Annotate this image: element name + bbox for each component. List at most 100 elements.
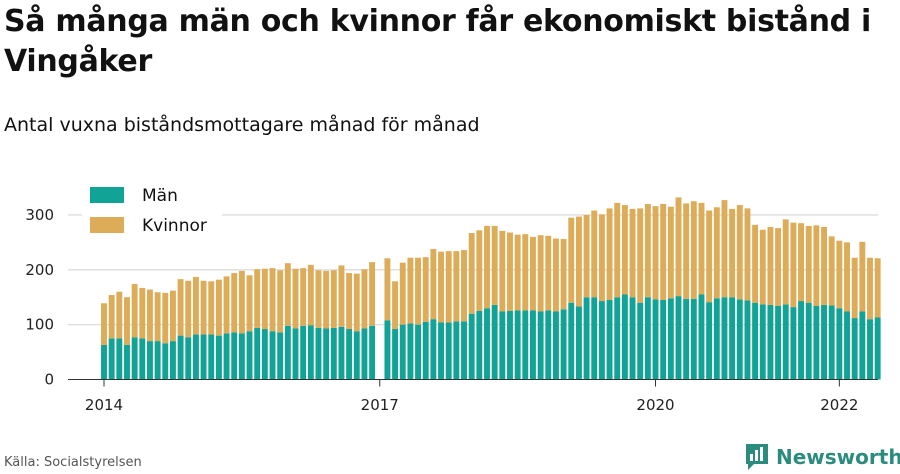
bar-woman <box>468 233 475 314</box>
bar-woman <box>514 234 521 311</box>
bar-woman <box>399 262 406 325</box>
bar-woman <box>606 208 613 300</box>
bar-woman <box>461 250 467 322</box>
bar-woman <box>767 227 774 305</box>
bar-woman <box>422 257 429 322</box>
bar-man <box>208 334 215 380</box>
bar-man <box>445 322 452 380</box>
bar-man <box>238 333 245 380</box>
bar-man <box>215 335 222 380</box>
bar-man <box>384 320 391 380</box>
bar-man <box>813 305 820 380</box>
bar-man <box>254 327 261 380</box>
bar-man <box>438 322 444 380</box>
bar-woman <box>323 270 330 329</box>
bar-man <box>844 311 850 380</box>
bar-man <box>805 302 812 380</box>
bar-woman <box>499 230 506 312</box>
legend-swatch-men <box>90 187 124 203</box>
bar-man <box>453 321 460 380</box>
bar-woman <box>683 203 690 299</box>
bar-woman <box>116 291 123 339</box>
bar-man <box>491 304 498 380</box>
bar-woman <box>269 268 276 332</box>
bar-woman <box>415 257 422 325</box>
bar-woman <box>867 257 873 320</box>
bar-woman <box>821 227 827 305</box>
bar-man <box>660 299 667 380</box>
bar-woman <box>346 273 353 330</box>
bar-woman <box>223 276 230 334</box>
bar-woman <box>782 219 789 305</box>
x-tick-label: 2022 <box>820 396 858 414</box>
bar-woman <box>568 217 575 303</box>
bar-woman <box>185 280 192 338</box>
bar-man <box>277 332 284 380</box>
bar-woman <box>621 205 628 295</box>
bar-man <box>169 341 176 380</box>
bar-woman <box>736 205 743 300</box>
bar-woman <box>101 303 107 345</box>
bar-man <box>101 344 107 380</box>
bar-man <box>361 328 368 380</box>
bar-man <box>629 297 636 380</box>
bar-woman <box>644 203 651 298</box>
bar-woman <box>652 206 659 300</box>
bar-man <box>851 318 858 380</box>
bar-man <box>315 327 322 380</box>
bar-man <box>116 338 123 380</box>
bar-man <box>706 302 713 380</box>
bar-man <box>652 299 659 380</box>
bar-man <box>147 341 153 380</box>
bar-woman <box>238 270 245 334</box>
bar-man <box>575 306 582 380</box>
bar-man <box>307 325 314 380</box>
bar-woman <box>369 262 376 326</box>
bar-man <box>522 310 529 380</box>
axes: 0 100 200 300 2014 2017 2020 2022 <box>25 206 878 414</box>
bar-woman <box>208 281 215 335</box>
bar-woman <box>254 269 261 328</box>
bar-woman <box>698 202 705 295</box>
source-note: Källa: Socialstyrelsen <box>4 455 142 470</box>
bar-man <box>223 333 230 380</box>
y-tick-label: 100 <box>25 316 54 334</box>
bar-woman <box>660 203 667 300</box>
bar-man <box>583 297 590 380</box>
bar-woman <box>667 206 674 299</box>
bar-woman <box>407 257 414 324</box>
bars <box>101 197 881 380</box>
bar-man <box>867 319 873 380</box>
bar-woman <box>124 297 130 345</box>
bar-man <box>798 301 805 380</box>
bar-woman <box>392 281 399 330</box>
bar-man <box>246 331 253 380</box>
bar-man <box>698 294 705 380</box>
bar-man <box>530 310 536 380</box>
legend: Män Kvinnor <box>82 182 222 242</box>
bar-woman <box>675 197 682 297</box>
y-tick-label: 300 <box>25 206 54 224</box>
bar-man <box>300 325 307 380</box>
bar-man <box>323 328 330 380</box>
bar-man <box>545 310 552 380</box>
bar-woman <box>315 270 322 328</box>
bar-man <box>821 304 827 380</box>
bar-woman <box>200 280 207 335</box>
bar-woman <box>798 223 805 302</box>
bar-woman <box>844 242 850 312</box>
bar-man <box>767 304 774 380</box>
bar-man <box>192 334 199 380</box>
bar-woman <box>292 268 299 329</box>
bar-woman <box>752 224 759 303</box>
newsworthy-logo-icon <box>746 444 768 470</box>
bar-woman <box>484 225 490 309</box>
bar-woman <box>453 251 460 322</box>
brand-logo[interactable]: Newsworthy <box>744 440 900 474</box>
bar-woman <box>307 264 314 326</box>
bar-woman <box>284 263 291 326</box>
bar-man <box>736 299 743 380</box>
bar-man <box>713 298 720 380</box>
bar-man <box>353 331 360 380</box>
